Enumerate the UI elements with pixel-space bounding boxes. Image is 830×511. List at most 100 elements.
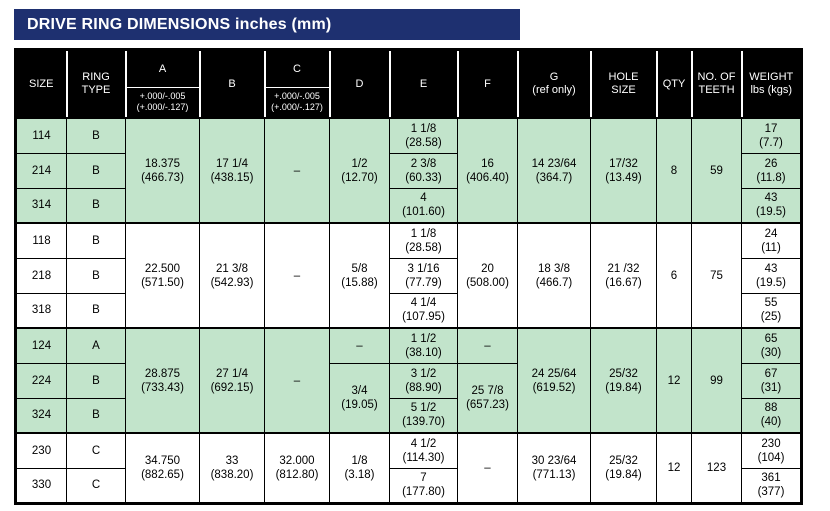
cell-E: 3 1/2 (88.90): [389, 362, 458, 399]
cell-G: 24 25/64 (619.52): [517, 327, 591, 434]
column-header-teeth: NO. OF TEETH: [690, 49, 742, 119]
cell-size: 124: [15, 327, 67, 364]
cell-size: 224: [15, 362, 67, 399]
cell-teeth: 59: [691, 117, 742, 224]
cell-ring: C: [66, 467, 126, 504]
column-header-C: C +.000/-.005 (+.000/-.127): [263, 49, 330, 119]
cell-weight: 43 (19.5): [741, 187, 802, 224]
cell-A: 22.500 (571.50): [125, 222, 200, 329]
cell-teeth: 75: [691, 222, 742, 329]
page-title: DRIVE RING DIMENSIONS inches (mm): [27, 15, 332, 33]
cell-qty: 6: [656, 222, 692, 329]
cell-E: 4 (101.60): [389, 187, 458, 224]
cell-weight: 26 (11.8): [741, 152, 802, 189]
column-header-qty: QTY: [655, 49, 692, 119]
cell-G: 14 23/64 (364.7): [517, 117, 591, 224]
cell-size: 218: [15, 257, 67, 294]
cell-ring: B: [66, 117, 126, 154]
cell-ring: B: [66, 187, 126, 224]
cell-qty: 12: [656, 327, 692, 434]
column-header-A: A +.000/-.005 (+.000/-.127): [124, 49, 200, 119]
cell-F: 20 (508.00): [457, 222, 518, 329]
cell-D: 1/2 (12.70): [329, 117, 390, 224]
cell-qty: 12: [656, 432, 692, 504]
table-row-size-114: 114 B 18.375 (466.73) 17 1/4 (438.15) –1/2 (12.…: [15, 117, 802, 224]
table-row-size-124: 124 A 28.875 (733.43) 27 1/4 (692.15) – –1 1/2(…: [15, 327, 802, 434]
title-bar: DRIVE RING DIMENSIONS inches (mm): [14, 9, 520, 40]
cell-weight: 67 (31): [741, 362, 802, 399]
cell-D: 5/8 (15.88): [329, 222, 390, 329]
cell-F: 16 (406.40): [457, 117, 518, 224]
table-row-size-218: 218 B 3 1/16 (77.79) 43 (19.5): [15, 257, 802, 294]
cell-weight: 361 (377): [741, 467, 802, 504]
cell-G: 30 23/64 (771.13): [517, 432, 591, 504]
cell-qty: 8: [656, 117, 692, 224]
cell-weight: 24 (11): [741, 222, 802, 259]
cell-E: 4 1/4 (107.95): [389, 292, 458, 329]
cell-teeth: 99: [691, 327, 742, 434]
table-body: 114 B 18.375 (466.73) 17 1/4 (438.15) –1/2 (12.…: [15, 117, 802, 504]
cell-weight: 88 (40): [741, 397, 802, 434]
cell-D: –: [329, 327, 390, 364]
cell-E: 4 1/2 (114.30): [389, 432, 458, 469]
cell-hole: 25/32 (19.84): [590, 327, 657, 434]
cell-A: 34.750 (882.65): [125, 432, 200, 504]
cell-B: 17 1/4 (438.15): [199, 117, 265, 224]
cell-size: 324: [15, 397, 67, 434]
table-row-size-118: 118 B 22.500 (571.50) 21 3/8 (542.93) –5/8 (15.…: [15, 222, 802, 329]
cell-A: 28.875 (733.43): [125, 327, 200, 434]
cell-C: 32.000 (812.80): [264, 432, 330, 504]
cell-size: 330: [15, 467, 67, 504]
table-row-size-314: 314 B 4 (101.60) 43 (19.5): [15, 187, 802, 224]
table-row-size-318: 318 B 4 1/4 (107.95) 55 (25): [15, 292, 802, 329]
cell-B: 27 1/4 (692.15): [199, 327, 265, 434]
cell-ring: B: [66, 257, 126, 294]
cell-ring: B: [66, 362, 126, 399]
column-header-G: G (ref only): [516, 49, 591, 119]
cell-ring: B: [66, 152, 126, 189]
column-header-ring: RING TYPE: [65, 49, 126, 119]
cell-weight: 17 (7.7): [741, 117, 802, 154]
table-row-size-330: 330 C 7 (177.80) 361 (377): [15, 467, 802, 504]
cell-C: –: [264, 117, 330, 224]
column-header-F: F: [456, 49, 518, 119]
cell-B: 33 (838.20): [199, 432, 265, 504]
cell-size: 314: [15, 187, 67, 224]
cell-E: 1 1/8 (28.58): [389, 222, 458, 259]
cell-E: 3 1/16 (77.79): [389, 257, 458, 294]
cell-weight: 55 (25): [741, 292, 802, 329]
column-header-hole: HOLE SIZE: [589, 49, 657, 119]
cell-F: –: [457, 327, 518, 364]
cell-ring: B: [66, 222, 126, 259]
cell-ring: A: [66, 327, 126, 364]
cell-size: 118: [15, 222, 67, 259]
column-header-B: B: [198, 49, 265, 119]
table-header: SIZE RING TYPE A +.000/-.005 (+.000/-.127) B C +…: [15, 49, 802, 119]
table-row-size-214: 214 B 2 3/8 (60.33) 26 (11.8): [15, 152, 802, 189]
cell-ring: B: [66, 397, 126, 434]
table-row-size-324: 324 B 5 1/2 (139.70) 88 (40): [15, 397, 802, 434]
cell-D: 3/4 (19.05): [329, 362, 390, 434]
cell-size: 318: [15, 292, 67, 329]
cell-A: 18.375 (466.73): [125, 117, 200, 224]
cell-C: –: [264, 327, 330, 434]
cell-hole: 25/32 (19.84): [590, 432, 657, 504]
tolerance-note: +.000/-.005 (+.000/-.127): [265, 87, 329, 117]
cell-F: –: [457, 432, 518, 504]
column-header-weight: WEIGHT lbs (kgs): [740, 49, 802, 119]
table-row-size-230: 230 C 34.750 (882.65) 33 (838.20) 32.000 (812.8…: [15, 432, 802, 504]
cell-B: 21 3/8 (542.93): [199, 222, 265, 329]
cell-hole: 21 /32 (16.67): [590, 222, 657, 329]
column-header-E: E: [388, 49, 458, 119]
cell-ring: C: [66, 432, 126, 469]
tolerance-note: +.000/-.005 (+.000/-.127): [126, 87, 199, 117]
cell-C: –: [264, 222, 330, 329]
cell-E: 1 1/2 (38.10): [389, 327, 458, 364]
cell-size: 214: [15, 152, 67, 189]
column-header-D: D: [328, 49, 390, 119]
cell-E: 2 3/8 (60.33): [389, 152, 458, 189]
cell-weight: 43 (19.5): [741, 257, 802, 294]
cell-weight: 65 (30): [741, 327, 802, 364]
cell-size: 230: [15, 432, 67, 469]
